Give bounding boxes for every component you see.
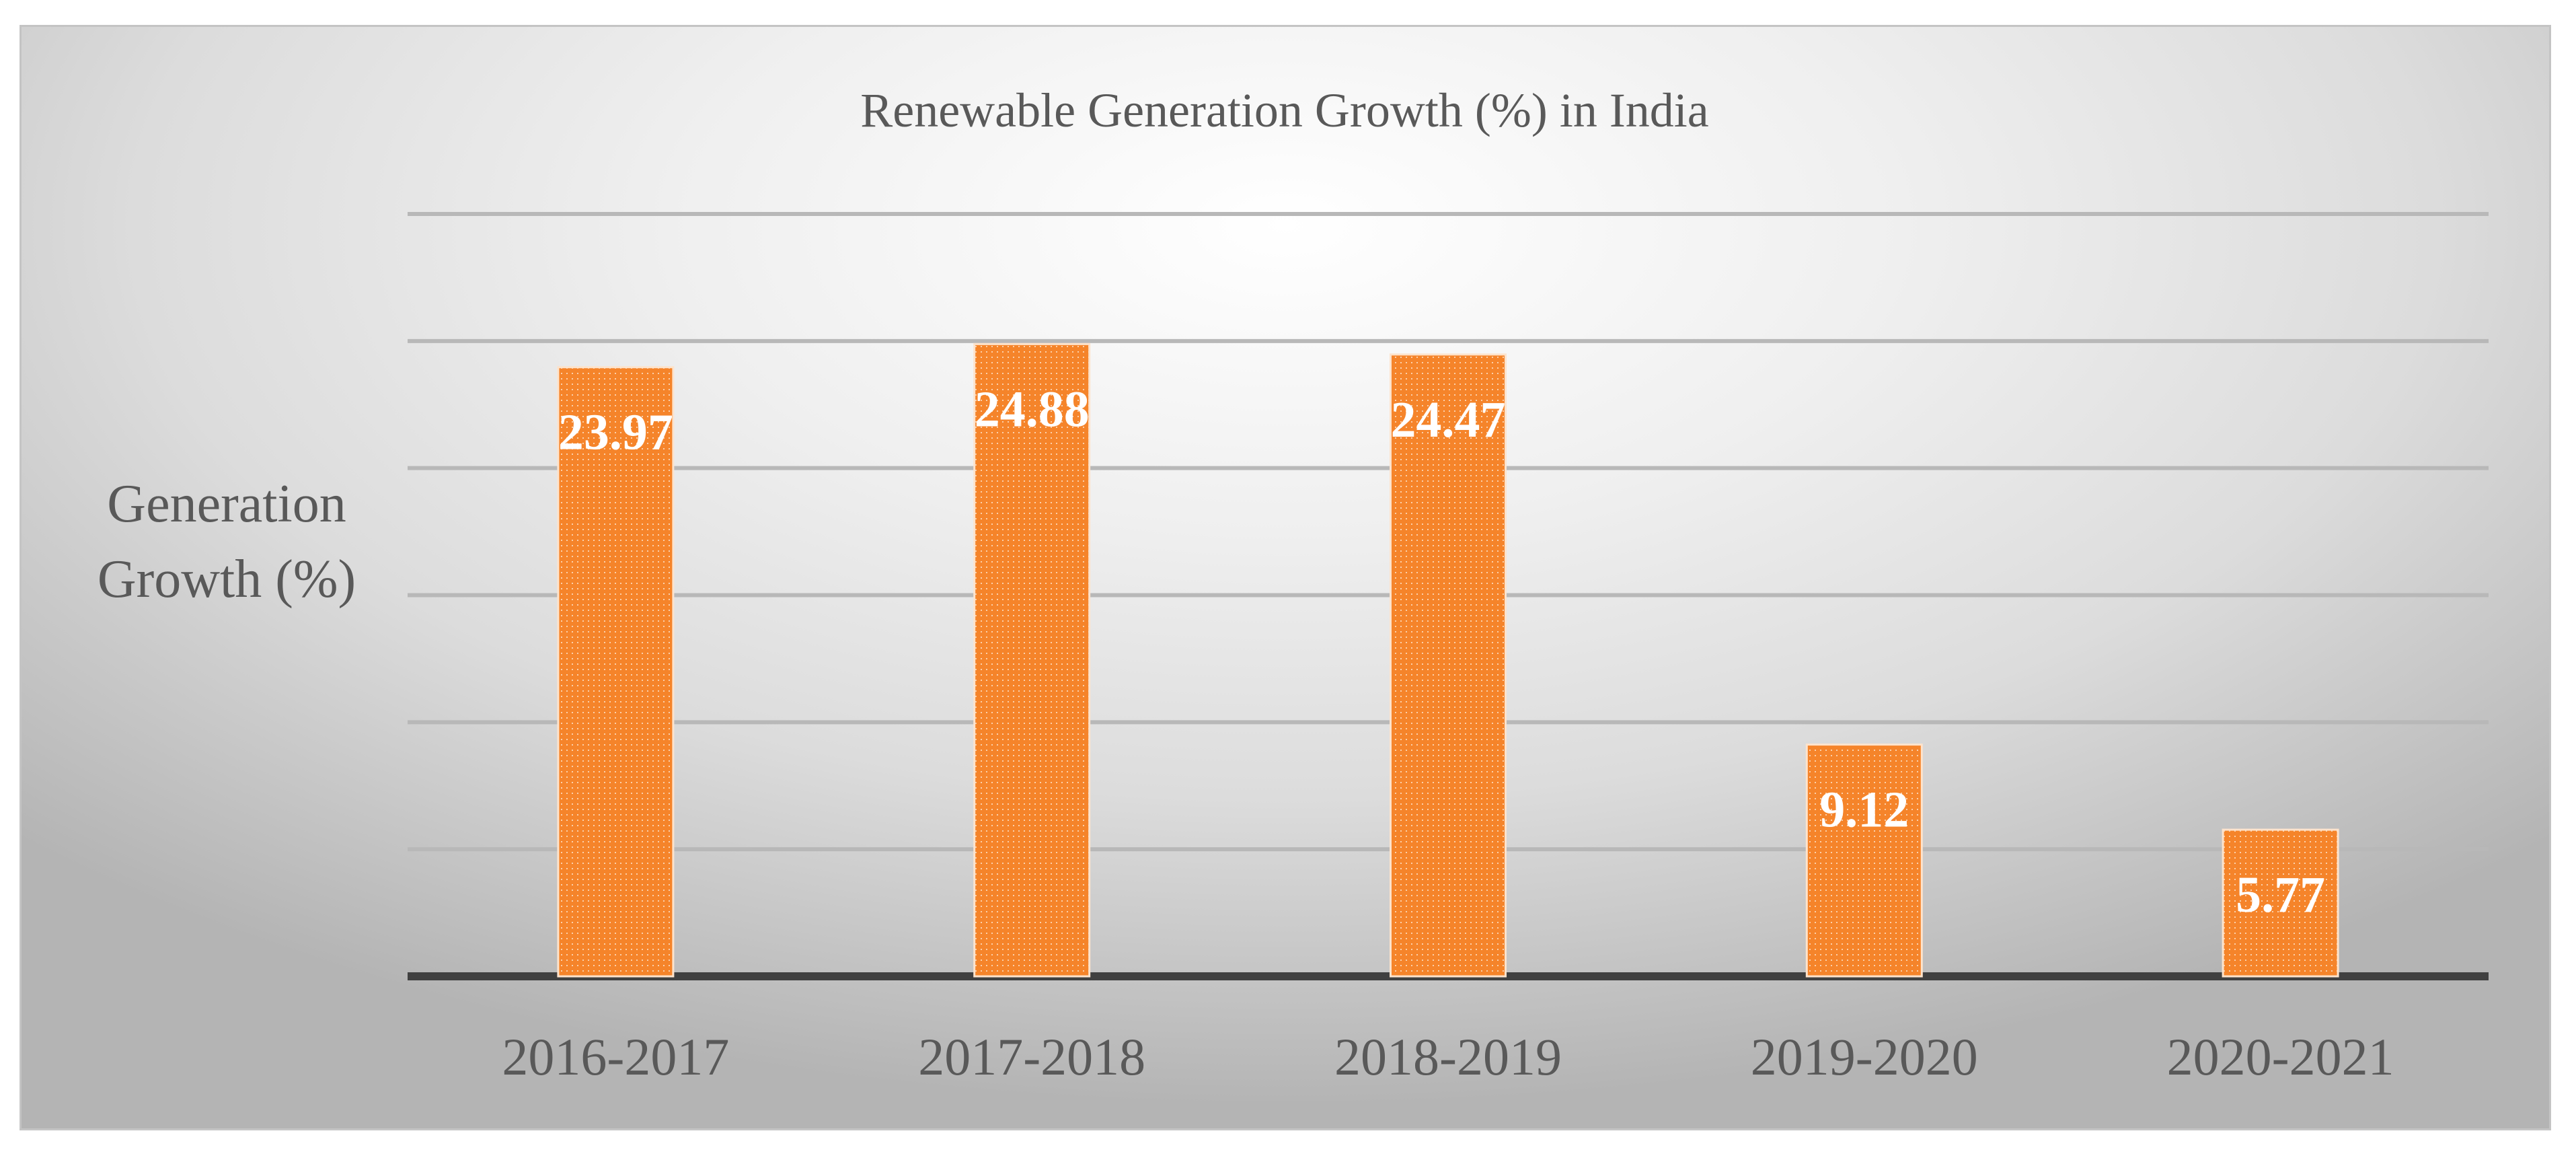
bar-2016-2017 <box>557 366 675 978</box>
x-tick-label: 2018-2019 <box>1334 1027 1562 1086</box>
y-axis-label-line1: Generation <box>107 474 346 534</box>
chart-area <box>20 25 2551 1130</box>
bar-2019-2020 <box>1805 744 1923 978</box>
data-label: 9.12 <box>1819 782 1909 838</box>
data-label: 23.97 <box>558 404 673 461</box>
x-tick-label: 2017-2018 <box>918 1027 1145 1086</box>
data-label: 5.77 <box>2236 867 2325 923</box>
chart-title: Renewable Generation Growth (%) in India <box>860 83 1709 137</box>
bar-2017-2018 <box>973 342 1091 978</box>
x-tick-label: 2019-2020 <box>1751 1027 1978 1086</box>
data-label: 24.47 <box>1391 392 1506 448</box>
data-label: 24.88 <box>975 381 1090 437</box>
x-tick-label: 2016-2017 <box>502 1027 729 1086</box>
y-axis-label-line2: Growth (%) <box>98 550 356 609</box>
x-tick-label: 2020-2021 <box>2167 1027 2394 1086</box>
bar-2020-2021 <box>2222 828 2339 978</box>
bar-2018-2019 <box>1390 353 1507 978</box>
